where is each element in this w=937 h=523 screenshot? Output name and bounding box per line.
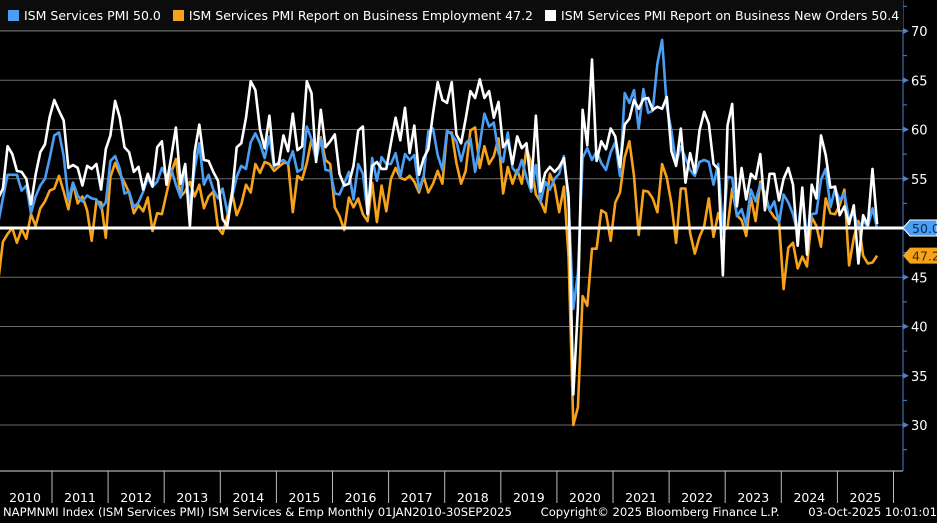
x-tick-label: 2016 (345, 490, 377, 505)
y-tick-label: 70 (911, 25, 928, 40)
y-tick-label: 65 (911, 74, 928, 89)
x-tick-label: 2024 (793, 490, 825, 505)
value-label-background (902, 219, 937, 237)
x-tick-label: 2017 (401, 490, 433, 505)
footer: NAPMNMI Index (ISM Services PMI) ISM Ser… (3, 505, 937, 519)
legend-label-pmi: ISM Services PMI 50.0 (24, 7, 161, 23)
series-line-new-orders (0, 58, 879, 396)
x-tick-label: 2010 (9, 490, 41, 505)
footer-copyright: Copyright© 2025 Bloomberg Finance L.P. (540, 505, 780, 519)
y-tick-mark (903, 422, 909, 428)
legend-label-new-orders: ISM Services PMI Report on Business New … (561, 7, 900, 23)
footer-timestamp: 03-Oct-2025 10:01:01 (808, 505, 937, 519)
x-tick-label: 2023 (737, 490, 769, 505)
last-value-label-employment: 47.2 (903, 247, 937, 264)
last-value-labels: 50.0 47.2 (902, 219, 937, 264)
x-tick-label: 2011 (64, 490, 96, 505)
y-tick-mark (903, 28, 909, 34)
y-tick-mark (903, 175, 909, 182)
footer-description: NAPMNMI Index (ISM Services PMI) ISM Ser… (3, 505, 512, 519)
value-label-background (903, 247, 937, 264)
x-tick-label: 2020 (569, 490, 601, 505)
x-tick-label: 2018 (457, 490, 489, 505)
x-tick-label: 2013 (176, 490, 208, 505)
y-tick-mark (903, 274, 909, 281)
y-tick-mark (903, 372, 909, 379)
y-tick-label: 40 (911, 321, 928, 336)
y-tick-label: 35 (911, 370, 928, 385)
legend-swatch-employment (172, 9, 184, 21)
y-tick-mark (903, 77, 909, 84)
y-tick-label: 45 (911, 271, 928, 286)
legend-swatch-new-orders (545, 9, 557, 21)
x-tick-label: 2019 (513, 490, 545, 505)
x-tick-label: 2021 (625, 490, 657, 505)
x-tick-label: 2012 (120, 490, 152, 505)
value-label-text: 47.2 (912, 249, 937, 264)
x-axis: 2010 2011 2012 2013 2014 2015 2016 2017 2018 2019… (0, 470, 903, 505)
plot-frame (0, 31, 903, 471)
x-tick-label: 2025 (850, 490, 882, 505)
x-tick-label: 2015 (289, 490, 321, 505)
last-value-label-pmi: 50.0 (902, 219, 937, 237)
legend: ISM Services PMI 50.0 ISM Services PMI R… (0, 0, 903, 31)
value-label-text: 50.0 (912, 221, 937, 236)
y-tick-label: 30 (911, 419, 928, 434)
x-tick-label: 2022 (681, 490, 713, 505)
y-tick-mark (903, 323, 909, 330)
y-tick-label: 55 (911, 173, 928, 188)
series-lines (0, 38, 879, 427)
x-tick-label: 2014 (232, 490, 264, 505)
series-line-employment (0, 126, 879, 427)
legend-item-new-orders[interactable]: ISM Services PMI Report on Business New … (545, 8, 899, 23)
y-tick-mark (903, 126, 909, 133)
legend-item-employment[interactable]: ISM Services PMI Report on Business Empl… (172, 7, 534, 23)
y-tick-label: 60 (911, 124, 928, 139)
legend-swatch-pmi (8, 9, 19, 21)
legend-item-pmi[interactable]: ISM Services PMI 50.0 (8, 8, 161, 23)
legend-label-employment: ISM Services PMI Report on Business Empl… (188, 7, 534, 23)
